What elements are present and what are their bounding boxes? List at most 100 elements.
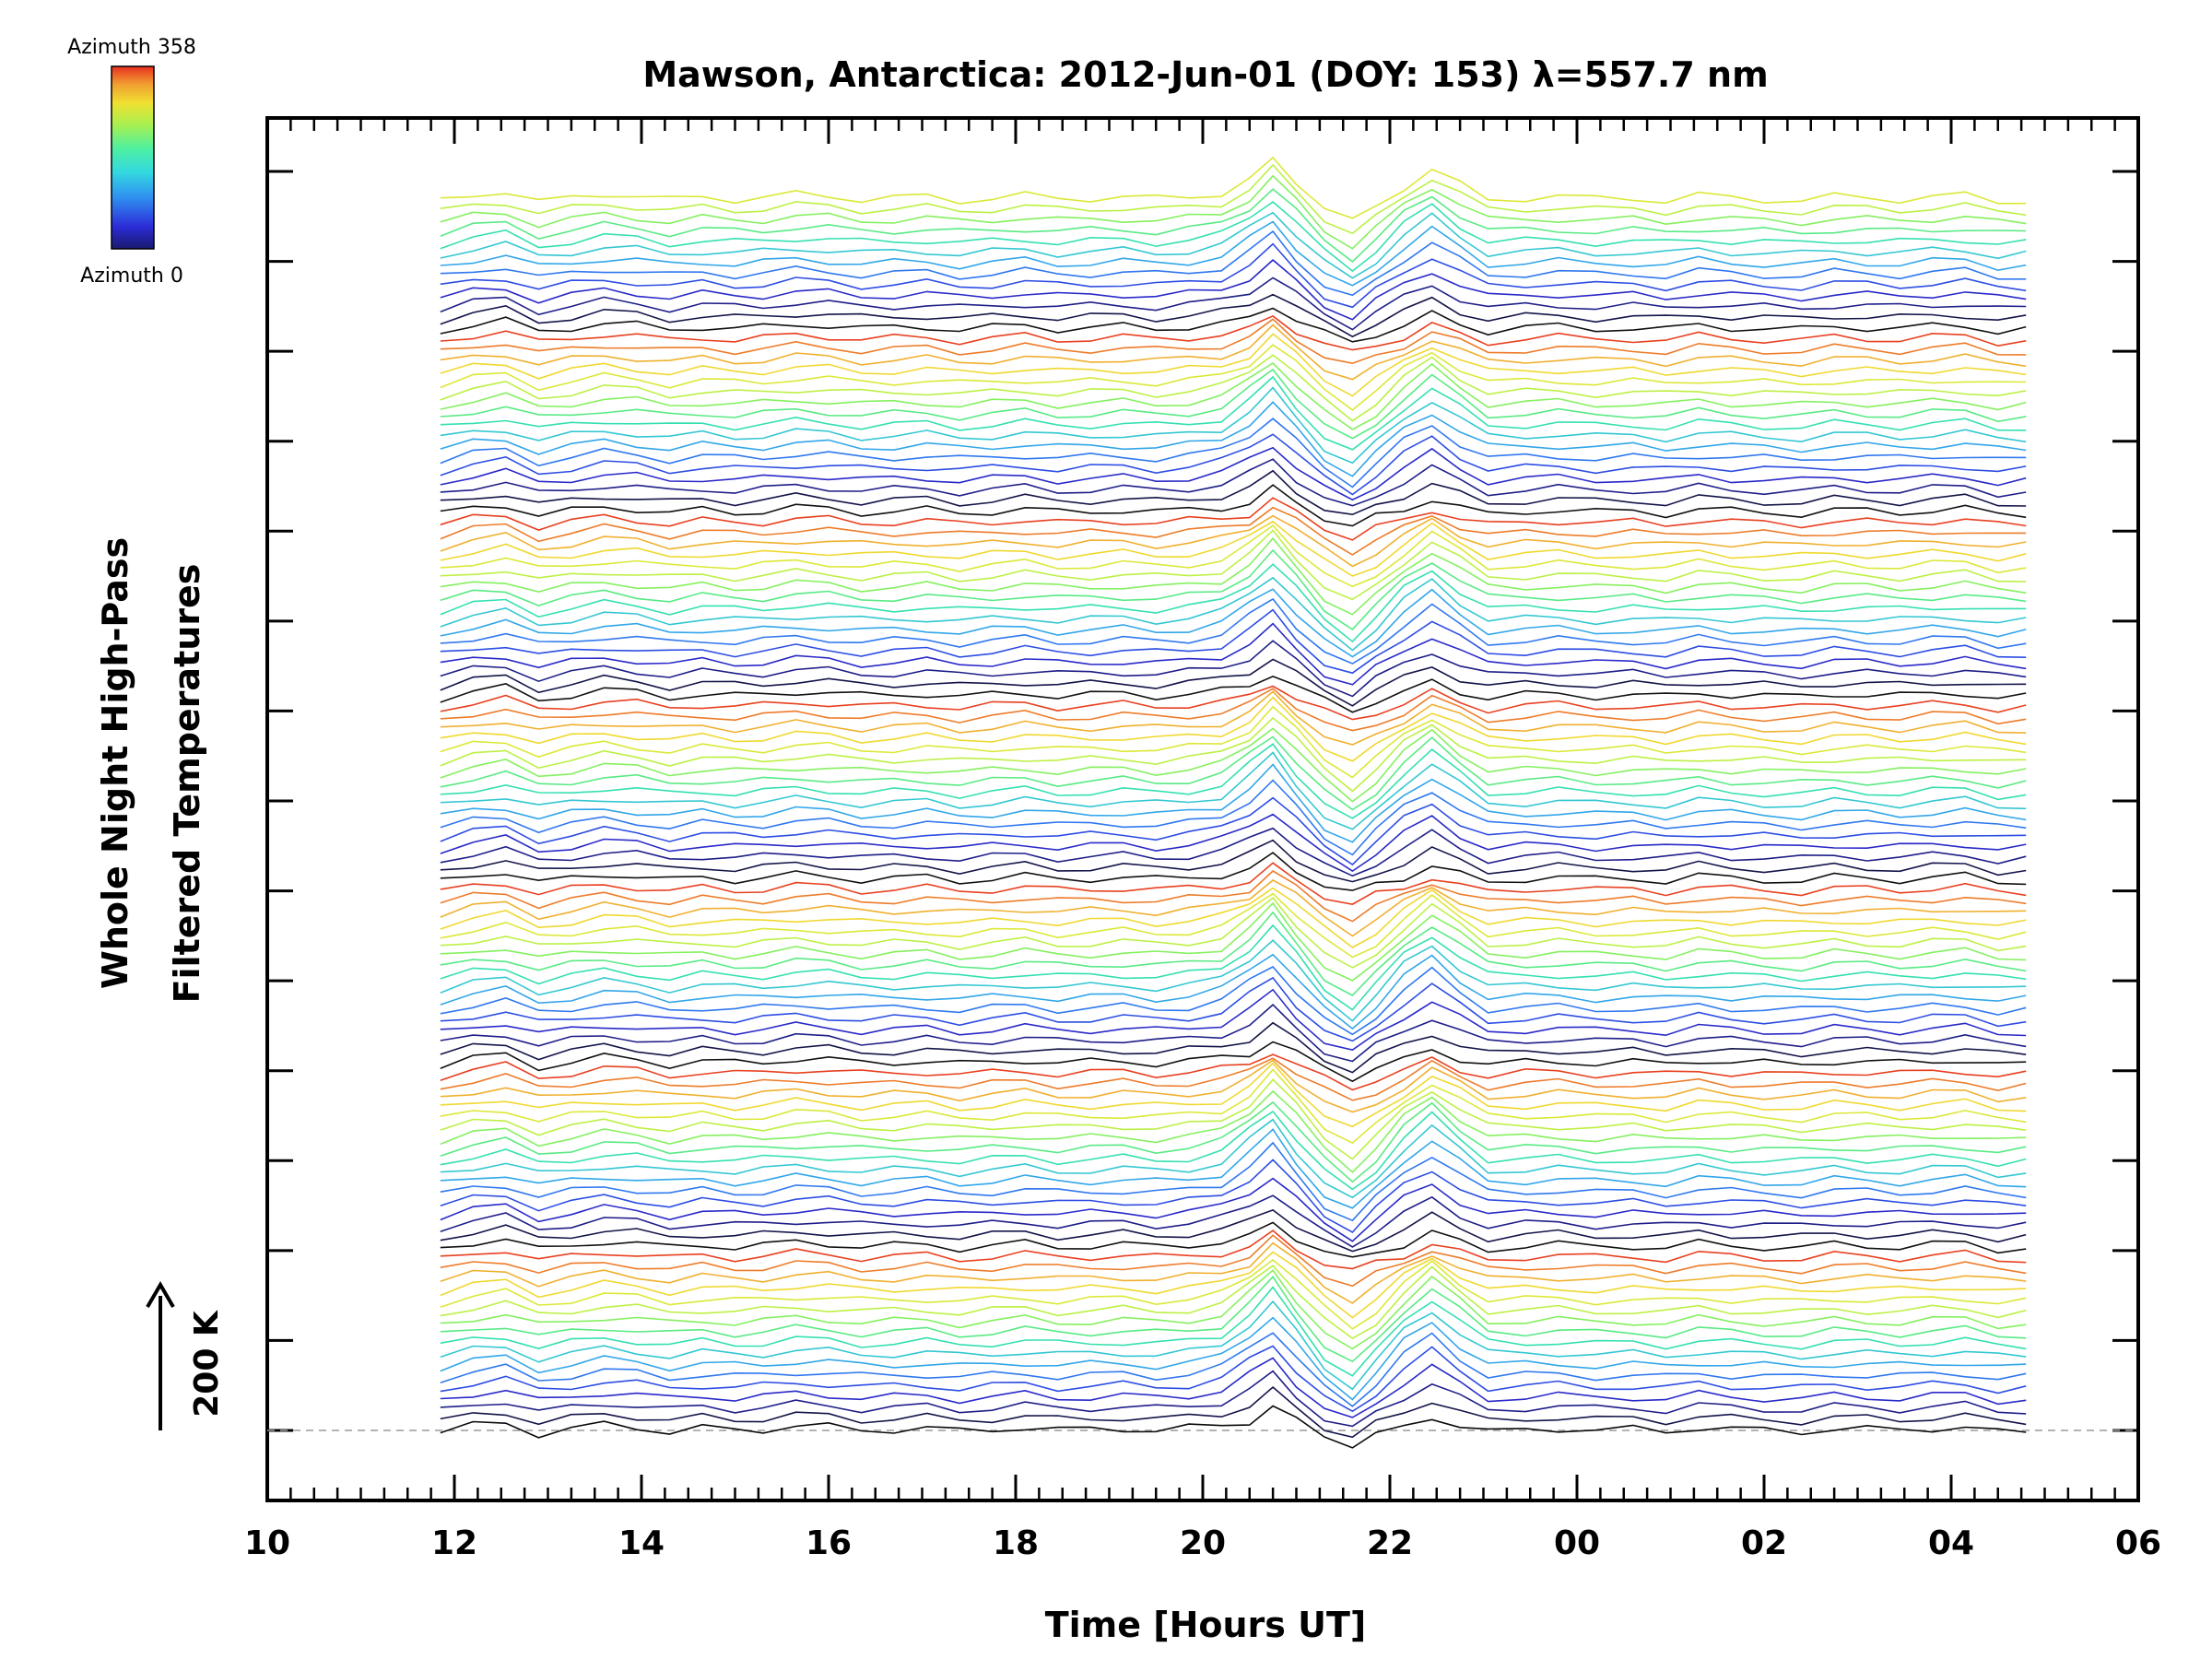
series-line — [440, 220, 2027, 287]
series-line — [440, 1286, 2027, 1377]
series-line — [440, 520, 2027, 577]
x-axis-label: Time [Hours UT] — [1045, 1605, 1367, 1645]
x-axis-tick-labels: 10 12 14 16 18 20 22 00 02 04 06 — [244, 1524, 2161, 1562]
x-tick-label: 10 — [244, 1524, 290, 1562]
colorbar-bottom-label: Azimuth 0 — [80, 265, 183, 288]
series-line — [440, 1118, 2027, 1199]
series-line — [440, 174, 2027, 250]
series-line — [440, 827, 2027, 877]
series-line — [440, 716, 2027, 793]
series-line — [440, 1370, 2027, 1428]
series-line — [440, 813, 2027, 873]
series-line — [440, 201, 2027, 273]
x-tick-label: 06 — [2115, 1524, 2161, 1562]
series-line — [440, 1177, 2027, 1242]
series-line — [440, 1251, 2027, 1319]
y-axis-ticks — [267, 170, 2138, 1432]
series-line — [440, 1062, 2027, 1128]
series-line — [440, 690, 2027, 746]
series-line — [440, 1230, 2027, 1270]
x-tick-label: 14 — [618, 1524, 665, 1562]
series-line — [440, 588, 2027, 658]
series-line — [440, 953, 2027, 1030]
series-line — [440, 344, 2027, 411]
series-line — [440, 924, 2027, 1011]
series-line — [440, 1110, 2027, 1191]
series-line — [440, 1405, 2027, 1449]
series-line — [440, 1265, 2027, 1340]
series-line — [440, 1357, 2027, 1418]
series-line — [440, 1194, 2027, 1248]
series-line — [440, 433, 2027, 496]
series-line — [440, 1209, 2027, 1253]
series-line — [440, 401, 2027, 477]
series-line — [440, 529, 2027, 601]
series-line — [440, 685, 2027, 721]
series-line — [440, 324, 2027, 381]
x-tick-label: 20 — [1180, 1524, 1226, 1562]
series-line — [440, 911, 2027, 996]
series-line — [440, 514, 2027, 568]
series-line — [440, 743, 2027, 819]
series-line — [440, 839, 2027, 883]
series-line — [440, 640, 2027, 698]
series-line — [440, 1345, 2027, 1413]
series-line — [440, 696, 2027, 762]
series-line — [440, 1234, 2027, 1288]
series-line — [440, 418, 2027, 488]
y-axis-label-line1: Whole Night High-Pass — [95, 537, 135, 989]
series-line — [440, 1141, 2027, 1222]
series-line — [440, 497, 2027, 541]
x-axis-top-ticks — [265, 118, 2140, 144]
series-line — [440, 469, 2027, 516]
series-line — [440, 1041, 2027, 1083]
colorbar-gradient — [111, 65, 155, 250]
series-line — [440, 446, 2027, 501]
series-line — [440, 901, 2027, 982]
series-line — [440, 242, 2027, 309]
x-axis-bottom-ticks — [265, 1475, 2140, 1500]
series-line — [440, 1100, 2027, 1183]
series-line — [440, 1059, 2027, 1113]
x-tick-label: 00 — [1554, 1524, 1600, 1562]
series-line — [440, 1021, 2027, 1074]
series-line — [440, 563, 2027, 643]
series-line — [440, 276, 2027, 331]
series-line — [440, 966, 2027, 1036]
series-line — [440, 676, 2027, 713]
series-line — [440, 735, 2027, 811]
scale-bar: 200 K — [146, 1281, 226, 1430]
series-line — [440, 458, 2027, 507]
series-line — [440, 976, 2027, 1042]
x-tick-label: 12 — [431, 1524, 477, 1562]
series-line — [440, 318, 2027, 365]
series-line — [440, 608, 2027, 675]
series-line — [440, 862, 2027, 905]
series-line — [440, 484, 2027, 527]
series-line — [440, 597, 2027, 665]
series-line — [440, 1128, 2027, 1209]
series-line — [440, 1089, 2027, 1173]
series-line — [440, 188, 2027, 263]
series-line — [440, 314, 2027, 351]
chart-title: Mawson, Antarctica: 2012-Jun-01 (DOY: 15… — [642, 54, 1768, 95]
x-tick-label: 02 — [1741, 1524, 1787, 1562]
scale-bar-arrowhead-icon — [146, 1281, 175, 1309]
series-line — [440, 368, 2027, 440]
series-line — [440, 1385, 2027, 1439]
series-line — [440, 892, 2027, 959]
series-line — [440, 879, 2027, 937]
series-line — [440, 887, 2027, 948]
series-line — [440, 1004, 2027, 1063]
x-tick-label: 16 — [806, 1524, 852, 1562]
series-line — [440, 852, 2027, 891]
series-line — [440, 779, 2027, 856]
series-line — [440, 576, 2027, 652]
series-line — [440, 1269, 2027, 1350]
series-line — [440, 163, 2027, 235]
y-axis-label-line2: Filtered Temperatures — [167, 564, 207, 1004]
series-line — [440, 229, 2027, 297]
series-lines — [440, 156, 2027, 1449]
series-line — [440, 1241, 2027, 1304]
